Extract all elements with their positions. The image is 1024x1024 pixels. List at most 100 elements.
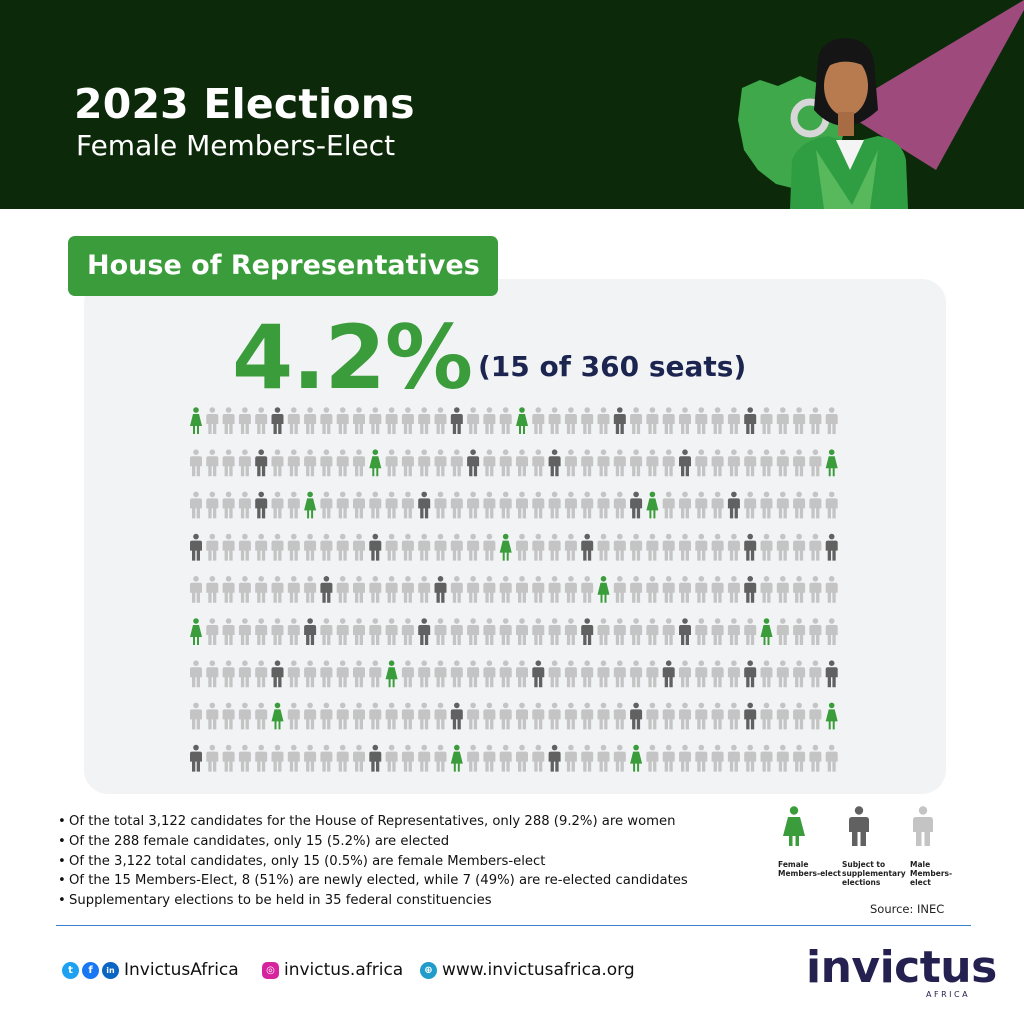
- list-item: Supplementary elections to be held in 35…: [58, 891, 778, 911]
- male-person-mark: [222, 533, 235, 561]
- female-person-mark: [190, 618, 202, 645]
- male-person-mark: [222, 702, 235, 730]
- male-person-mark: [287, 660, 300, 688]
- male-person-mark: [353, 660, 365, 688]
- male-person-mark: [385, 702, 398, 730]
- waffle-chart: [190, 407, 838, 772]
- male-person-mark: [532, 449, 545, 477]
- supplementary-person-mark: [255, 449, 268, 477]
- male-person-mark: [190, 576, 202, 603]
- male-person-mark: [613, 660, 626, 688]
- male-person-mark: [809, 491, 822, 519]
- supplementary-person-mark: [255, 491, 268, 519]
- male-person-mark: [597, 660, 610, 688]
- male-person-mark: [320, 702, 333, 730]
- male-person-mark: [483, 744, 496, 772]
- male-person-mark: [222, 744, 235, 772]
- male-person-mark: [401, 744, 414, 772]
- male-person-mark: [695, 702, 708, 730]
- social-handle-link[interactable]: InvictusAfrica: [124, 960, 239, 980]
- male-person-mark: [483, 576, 496, 603]
- twitter-icon[interactable]: t: [62, 962, 79, 979]
- list-item: Of the 288 female candidates, only 15 (5…: [58, 832, 778, 852]
- male-person-mark: [206, 576, 219, 603]
- male-person-mark: [760, 407, 773, 434]
- male-person-mark: [353, 618, 365, 645]
- male-person-mark: [548, 407, 561, 434]
- male-person-mark: [483, 618, 496, 645]
- female-person-mark: [825, 449, 838, 477]
- male-person-mark: [467, 702, 480, 730]
- male-person-mark: [776, 533, 789, 561]
- linkedin-icon[interactable]: in: [102, 962, 119, 979]
- male-person-mark: [776, 449, 789, 477]
- male-person-mark: [255, 618, 268, 645]
- male-person-mark: [238, 533, 251, 561]
- male-person-mark: [744, 618, 757, 645]
- male-person-mark: [548, 576, 561, 603]
- male-person-mark: [401, 407, 414, 434]
- male-person-mark: [711, 449, 724, 477]
- male-person-mark: [401, 660, 414, 688]
- male-person-mark: [809, 576, 822, 603]
- male-person-mark: [825, 576, 838, 603]
- female-person-mark: [499, 533, 512, 561]
- supplementary-person-mark: [271, 660, 284, 688]
- male-person-mark: [206, 491, 219, 519]
- male-person-mark: [238, 618, 251, 645]
- male-person-mark: [662, 407, 675, 434]
- female-person-mark: [630, 744, 643, 772]
- male-person-mark: [532, 618, 545, 645]
- supplementary-person-mark: [320, 576, 333, 603]
- male-person-mark: [793, 533, 806, 561]
- male-person-mark: [809, 407, 822, 434]
- male-person-mark: [613, 576, 626, 603]
- female-person-mark: [825, 702, 838, 730]
- male-person-mark: [467, 744, 480, 772]
- website-link[interactable]: www.invictusafrica.org: [442, 960, 635, 980]
- male-person-mark: [776, 660, 789, 688]
- supplementary-person-mark: [581, 533, 594, 561]
- male-person-mark: [222, 407, 235, 434]
- male-person-mark: [499, 407, 512, 434]
- male-person-mark: [336, 660, 349, 688]
- male-person-mark: [369, 407, 382, 434]
- male-person-mark: [255, 533, 268, 561]
- male-person-mark: [450, 533, 463, 561]
- male-person-mark: [336, 576, 349, 603]
- male-person-mark: [467, 491, 480, 519]
- globe-icon[interactable]: ⊕: [420, 962, 437, 979]
- male-person-mark: [467, 660, 480, 688]
- male-person-mark: [271, 744, 284, 772]
- male-person-mark: [304, 660, 317, 688]
- male-person-mark: [369, 491, 382, 519]
- male-person-mark: [499, 618, 512, 645]
- male-person-mark: [793, 407, 806, 434]
- male-person-mark: [597, 491, 610, 519]
- female-person-mark: [597, 576, 610, 603]
- section-label: House of Representatives: [68, 236, 498, 296]
- male-person-mark: [516, 576, 528, 603]
- male-person-mark: [418, 449, 431, 477]
- male-person-mark: [597, 449, 610, 477]
- male-person-mark: [369, 576, 382, 603]
- male-person-mark: [744, 491, 757, 519]
- male-person-mark: [825, 407, 838, 434]
- female-person-mark: [369, 449, 382, 477]
- male-person-mark: [483, 660, 496, 688]
- male-person-mark: [401, 576, 414, 603]
- male-person-mark: [793, 744, 806, 772]
- male-person-mark: [418, 407, 431, 434]
- male-person-mark: [401, 491, 414, 519]
- male-person-mark: [385, 407, 398, 434]
- male-person-mark: [532, 533, 545, 561]
- male-person-mark: [564, 576, 577, 603]
- male-person-mark: [776, 491, 789, 519]
- instagram-link[interactable]: invictus.africa: [284, 960, 404, 980]
- male-person-mark: [776, 576, 789, 603]
- chart-legend: Female Members-elect Subject to suppleme…: [772, 806, 972, 887]
- facebook-icon[interactable]: f: [82, 962, 99, 979]
- instagram-icon[interactable]: ◎: [262, 962, 279, 979]
- male-person-mark: [353, 702, 365, 730]
- male-person-mark: [418, 576, 431, 603]
